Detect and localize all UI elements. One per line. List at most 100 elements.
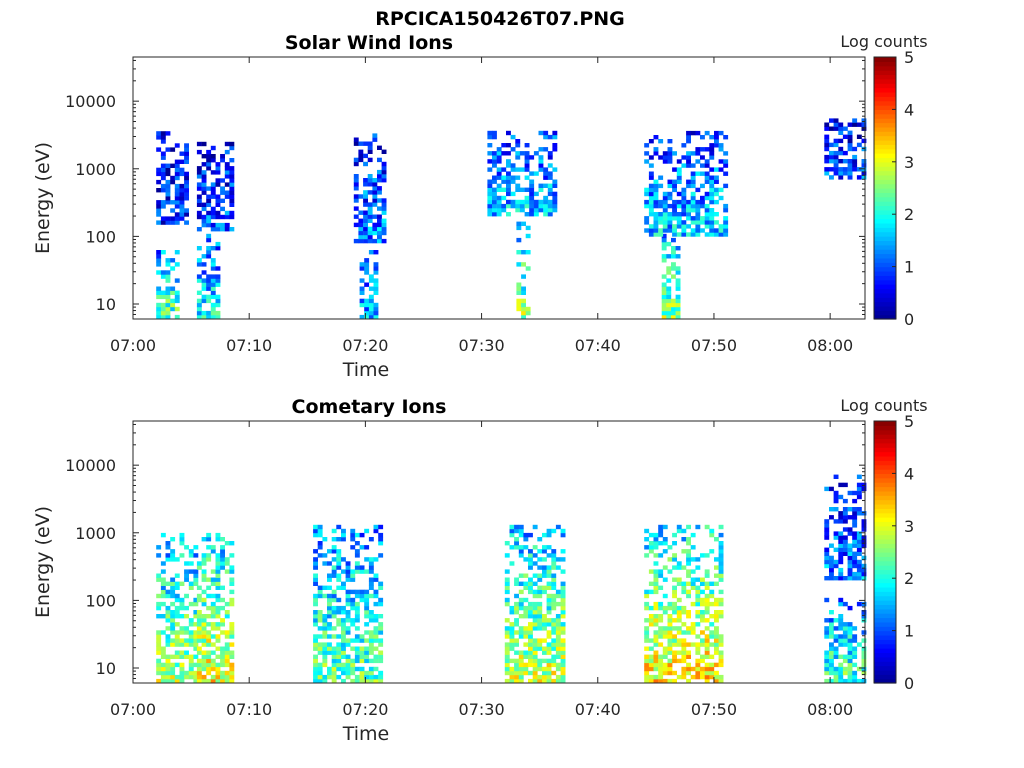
spectrogram-cell (378, 541, 384, 546)
spectrogram-cell (676, 577, 682, 582)
spectrogram-cell (653, 650, 659, 655)
spectrogram-cell (529, 199, 535, 205)
spectrogram-cell (644, 630, 650, 635)
spectrogram-cell (193, 630, 199, 635)
spectrogram-cell (546, 622, 552, 627)
spectrogram-cell (364, 266, 370, 271)
spectrogram-cell (667, 183, 673, 189)
colorbar-segment (874, 78, 896, 84)
spectrogram-cell (377, 157, 382, 163)
spectrogram-cell (174, 143, 180, 148)
colorbar-segment (874, 512, 896, 518)
spectrogram-cell (196, 298, 202, 304)
spectrogram-cell (653, 212, 659, 217)
spectrogram-cell (331, 670, 337, 676)
spectrogram-cell (704, 601, 710, 607)
spectrogram-cell (847, 515, 853, 520)
spectrogram-cell (681, 537, 687, 542)
spectrogram-cell (547, 171, 553, 176)
spectrogram-cell (317, 670, 323, 676)
spectrogram-cell (704, 191, 710, 197)
spectrogram-cell (350, 589, 356, 595)
x-tick-label: 07:30 (459, 336, 505, 355)
spectrogram-cell (220, 561, 225, 566)
colorbar-segment (874, 556, 896, 562)
spectrogram-cell (653, 678, 659, 684)
spectrogram-cell (681, 228, 687, 233)
spectrogram-cell (378, 626, 384, 631)
spectrogram-cell (509, 622, 515, 627)
spectrogram-cell (723, 151, 729, 156)
spectrogram-cell (690, 581, 696, 586)
spectrogram-cell (201, 206, 207, 212)
spectrogram-cell (170, 302, 176, 308)
spectrogram-cell (672, 212, 677, 217)
x-axis: 07:00 07:10 07:20 07:30 07:40 07:50 08:00 (110, 57, 853, 355)
spectrogram-cell (229, 634, 235, 639)
spectrogram-cell (518, 549, 524, 554)
spectrogram-cell (690, 532, 696, 538)
spectrogram-cell (165, 163, 171, 168)
spectrogram-cell (160, 302, 166, 308)
spectrogram-cell (543, 207, 549, 213)
spectrogram-cell (184, 179, 189, 185)
spectrogram-cell (842, 535, 848, 540)
spectrogram-cell (714, 228, 719, 233)
x-tick-label: 07:20 (342, 700, 388, 719)
spectrogram-cell (193, 642, 199, 647)
spectrogram-cell (551, 630, 557, 635)
spectrogram-cell (644, 654, 650, 659)
spectrogram-cell (196, 593, 202, 599)
colorbar-segment (874, 490, 896, 496)
spectrogram-cell (156, 642, 162, 647)
spectrogram-cell (206, 233, 212, 239)
colorbar-segment (874, 279, 896, 285)
spectrogram-cell (833, 507, 839, 512)
spectrogram-cell (847, 670, 853, 676)
spectrogram-cell (658, 220, 664, 225)
colorbar-tick-label: 3 (904, 517, 914, 536)
spectrogram-cell (179, 654, 185, 659)
spectrogram-cell (690, 208, 696, 213)
colorbar-tick-label: 4 (904, 464, 914, 483)
spectrogram-cell (514, 581, 519, 586)
spectrogram-cell (354, 593, 360, 599)
spectrogram-cell (842, 654, 848, 659)
spectrogram-cell (658, 678, 664, 684)
spectrogram-cell (201, 214, 207, 220)
spectrogram-cell (193, 646, 199, 651)
spectrogram-cell (824, 146, 830, 152)
spectrogram-cell (695, 614, 701, 619)
spectrogram-cell (364, 646, 370, 651)
spectrogram-cell (358, 149, 364, 154)
spectrogram-cell (824, 142, 830, 148)
spectrogram-cell (174, 585, 180, 590)
spectrogram-cell (852, 638, 858, 643)
spectrogram-cell (165, 196, 171, 201)
spectrogram-cell (644, 143, 650, 148)
spectrogram-cell (681, 646, 687, 651)
colorbar-segment (874, 543, 896, 549)
spectrogram-cell (501, 207, 507, 213)
spectrogram-cell (714, 662, 719, 668)
spectrogram-cell (847, 678, 853, 684)
spectrogram-cell (193, 569, 199, 574)
spectrogram-cell (156, 553, 162, 558)
spectrogram-cell (842, 622, 848, 627)
spectrogram-cell (718, 674, 724, 680)
spectrogram-cell (704, 638, 710, 643)
spectrogram-cell (350, 537, 356, 542)
spectrogram-cell (322, 642, 328, 647)
spectrogram-cell (345, 670, 351, 676)
spectrogram-cell (681, 155, 687, 160)
spectrogram-cell (700, 135, 705, 140)
spectrogram-cell (215, 202, 221, 207)
spectrogram-cell (229, 597, 235, 603)
spectrogram-cell (648, 195, 654, 201)
spectrogram-cell (723, 220, 729, 225)
spectrogram-cell (525, 266, 531, 271)
spectrogram-cell (224, 670, 230, 676)
spectrogram-cell (210, 658, 216, 664)
spectrogram-cell (367, 202, 373, 207)
x-tick-label: 08:00 (807, 336, 853, 355)
